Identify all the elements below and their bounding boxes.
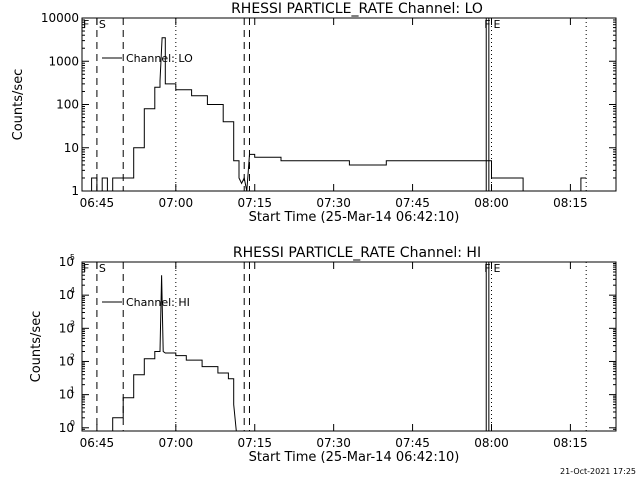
- x-tick-label: 07:45: [395, 196, 430, 210]
- footer-date: 21-Oct-2021 17:25: [560, 467, 636, 476]
- x-axis-label: Start Time (25-Mar-14 06:42:10): [249, 210, 460, 225]
- plot-frame: [81, 261, 617, 432]
- chart-title: RHESSI PARTICLE_RATE Channel: HI: [233, 245, 481, 261]
- y-tick-exponent: 4: [70, 286, 75, 295]
- event-marker-label: F: [83, 18, 89, 31]
- event-marker-label: S: [99, 262, 106, 275]
- event-marker-label: E: [493, 262, 500, 275]
- y-tick-label: 1000: [48, 54, 79, 68]
- y-tick-label: 100: [56, 98, 79, 112]
- y-tick-label: 10: [59, 321, 74, 335]
- x-tick-label: 07:45: [395, 436, 430, 450]
- x-tick-label: 06:45: [80, 436, 115, 450]
- event-marker-label: F: [484, 262, 490, 275]
- x-tick-label: 07:15: [237, 436, 272, 450]
- y-axis-label: Counts/sec: [11, 69, 26, 141]
- legend-label: Channel: LO: [126, 52, 193, 65]
- x-tick-label: 07:00: [159, 196, 194, 210]
- x-tick-label: 08:00: [474, 196, 509, 210]
- x-tick-label: 07:30: [316, 436, 351, 450]
- event-marker-label: S: [99, 18, 106, 31]
- y-tick-label: 10: [59, 354, 74, 368]
- x-tick-label: 07:00: [159, 436, 194, 450]
- x-tick-label: 08:15: [553, 436, 588, 450]
- y-tick-label: 10: [59, 288, 74, 302]
- chart-panel-lo: RHESSI PARTICLE_RATE Channel: LO 06:45 07:…: [11, 1, 617, 225]
- y-axis-label: Counts/sec: [29, 311, 44, 383]
- data-series-line: [86, 37, 587, 192]
- y-tick-label: 10: [59, 255, 74, 269]
- legend-label: Channel: HI: [126, 296, 190, 309]
- event-marker-label: F: [83, 262, 89, 275]
- x-tick-label: 07:15: [237, 196, 272, 210]
- y-tick-exponent: 5: [70, 253, 75, 262]
- x-tick-label: 07:30: [316, 196, 351, 210]
- x-tick-label: 08:15: [553, 196, 588, 210]
- chart-title: RHESSI PARTICLE_RATE Channel: LO: [231, 1, 483, 17]
- chart-panel-hi: RHESSI PARTICLE_RATE Channel: HI 06:45 07:…: [29, 245, 617, 465]
- x-tick-label: 08:00: [474, 436, 509, 450]
- y-tick-label: 10: [64, 141, 79, 155]
- y-tick-label: 10: [59, 388, 74, 402]
- x-axis-label: Start Time (25-Mar-14 06:42:10): [249, 450, 460, 465]
- y-tick-label: 10000: [41, 11, 79, 25]
- y-tick-exponent: 1: [70, 386, 75, 395]
- event-marker-label: E: [493, 18, 500, 31]
- y-tick-exponent: 2: [70, 352, 75, 361]
- y-tick-exponent: 0: [70, 419, 75, 428]
- data-series-line: [102, 275, 237, 432]
- y-tick-label: 1: [71, 184, 79, 198]
- x-tick-label: 06:45: [80, 196, 115, 210]
- y-tick-exponent: 3: [70, 319, 75, 328]
- event-marker-label: F: [484, 18, 490, 31]
- y-tick-label: 10: [59, 421, 74, 435]
